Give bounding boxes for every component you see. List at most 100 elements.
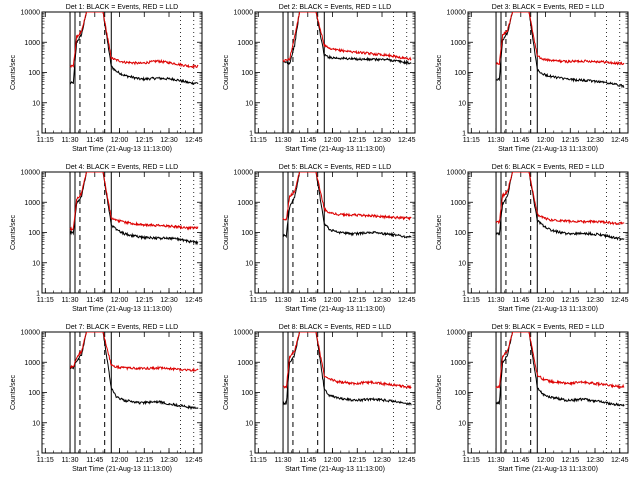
y-tick-label: 10 (458, 420, 466, 427)
panel-title: Det 6: BLACK = Events, RED = LLD (492, 164, 604, 171)
y-tick-label: 100 (454, 390, 466, 397)
x-axis-title: Start Time (21-Aug-13 11:13:00) (498, 466, 598, 473)
x-tick-label: 11:45 (299, 457, 316, 464)
y-tick-label: 10 (32, 260, 40, 267)
x-tick-label: 11:30 (275, 457, 292, 464)
series-line-lld (69, 332, 199, 373)
x-tick-label: 11:15 (250, 297, 267, 304)
panel-det-6: 1 10 100 1000 10000 11:15 11:30 11:45 12:00 12:15… (436, 164, 629, 313)
panel-title: Det 4: BLACK = Events, RED = LLD (66, 164, 178, 171)
x-tick-label: 12:30 (373, 457, 391, 464)
x-tick-label: 11:45 (86, 457, 103, 464)
x-axis-title: Start Time (21-Aug-13 11:13:00) (72, 146, 172, 153)
x-tick-label: 12:00 (111, 137, 129, 144)
y-tick-label: 100 (454, 70, 466, 77)
panel-title: Det 7: BLACK = Events, RED = LLD (66, 324, 178, 331)
y-tick-label: 1 (36, 131, 40, 138)
y-tick-label: 1000 (24, 200, 40, 207)
y-tick-label: 1000 (450, 200, 466, 207)
y-tick-label: 10000 (234, 330, 254, 337)
x-tick-label: 12:30 (373, 297, 391, 304)
x-axis-title: Start Time (21-Aug-13 11:13:00) (285, 466, 385, 473)
x-tick-label: 12:30 (586, 457, 604, 464)
y-tick-label: 100 (28, 70, 40, 77)
panel-det-1: 1 10 100 1000 10000 11:15 11:30 11:45 12:00 12:15… (10, 4, 203, 153)
x-tick-label: 11:30 (62, 297, 79, 304)
y-tick-label: 1000 (24, 40, 40, 47)
series-line-lld (495, 172, 625, 226)
y-tick-label: 10000 (447, 330, 467, 337)
y-tick-label: 10000 (447, 170, 467, 177)
x-axis-title: Start Time (21-Aug-13 11:13:00) (72, 306, 172, 313)
y-tick-label: 1 (249, 451, 253, 458)
y-tick-label: 1 (462, 451, 466, 458)
x-tick-label: 11:30 (275, 297, 292, 304)
x-tick-label: 12:45 (398, 457, 416, 464)
y-tick-label: 10 (245, 420, 253, 427)
series-line-events (69, 172, 199, 246)
x-tick-label: 12:00 (537, 297, 555, 304)
series-line-lld (282, 172, 412, 221)
x-tick-label: 11:45 (299, 137, 316, 144)
x-tick-label: 12:45 (611, 297, 629, 304)
x-tick-label: 12:15 (562, 297, 580, 304)
x-tick-label: 11:45 (512, 137, 529, 144)
panel-title: Det 9: BLACK = Events, RED = LLD (492, 324, 604, 331)
series-line-lld (282, 12, 412, 63)
y-axis-title: Counts/sec (436, 214, 443, 250)
x-tick-label: 12:15 (136, 457, 154, 464)
x-tick-label: 12:45 (611, 457, 629, 464)
y-tick-label: 10 (245, 100, 253, 107)
x-tick-label: 12:15 (349, 457, 367, 464)
y-tick-label: 1000 (237, 200, 253, 207)
x-tick-label: 12:00 (537, 137, 555, 144)
x-tick-label: 12:30 (160, 457, 178, 464)
x-tick-label: 11:15 (37, 137, 54, 144)
panel-det-4: 1 10 100 1000 10000 11:15 11:30 11:45 12:00 12:15… (10, 164, 203, 313)
x-tick-label: 11:45 (512, 297, 529, 304)
x-tick-label: 11:30 (62, 137, 79, 144)
y-tick-label: 10 (458, 260, 466, 267)
y-tick-label: 100 (241, 230, 253, 237)
y-tick-label: 1 (462, 131, 466, 138)
x-tick-label: 12:45 (185, 297, 203, 304)
plot-frame (41, 11, 203, 134)
y-tick-label: 1 (36, 291, 40, 298)
x-tick-label: 11:15 (37, 297, 54, 304)
y-axis-title: Counts/sec (436, 374, 443, 410)
plot-frame (254, 171, 416, 294)
y-tick-label: 100 (241, 390, 253, 397)
x-tick-label: 11:30 (62, 457, 79, 464)
series-line-lld (282, 332, 412, 390)
x-tick-label: 12:45 (398, 297, 416, 304)
x-tick-label: 12:30 (160, 137, 178, 144)
y-tick-label: 10 (245, 260, 253, 267)
x-tick-label: 12:15 (562, 457, 580, 464)
y-tick-label: 1 (249, 291, 253, 298)
x-tick-label: 11:30 (488, 137, 505, 144)
y-tick-label: 1000 (24, 360, 40, 367)
x-tick-label: 12:15 (562, 137, 580, 144)
series-line-lld (69, 12, 199, 69)
panel-det-9: 1 10 100 1000 10000 11:15 11:30 11:45 12:00 12:15… (436, 324, 629, 473)
y-tick-label: 100 (28, 230, 40, 237)
x-tick-label: 11:45 (299, 297, 316, 304)
series-line-events (495, 12, 625, 89)
panel-title: Det 2: BLACK = Events, RED = LLD (279, 4, 391, 11)
y-tick-label: 10000 (234, 170, 254, 177)
y-tick-label: 100 (241, 70, 253, 77)
x-tick-label: 12:45 (185, 137, 203, 144)
panel-title: Det 1: BLACK = Events, RED = LLD (66, 4, 178, 11)
x-tick-label: 12:00 (111, 297, 129, 304)
x-axis-title: Start Time (21-Aug-13 11:13:00) (498, 306, 598, 313)
x-tick-label: 12:30 (586, 297, 604, 304)
y-tick-label: 10 (32, 100, 40, 107)
y-axis-title: Counts/sec (436, 54, 443, 90)
x-tick-label: 11:30 (275, 137, 292, 144)
plot-frame (254, 11, 416, 134)
y-axis-title: Counts/sec (223, 374, 230, 410)
x-tick-label: 11:15 (463, 137, 480, 144)
y-tick-label: 1000 (450, 40, 466, 47)
plot-frame (467, 171, 629, 294)
x-tick-label: 11:15 (463, 457, 480, 464)
